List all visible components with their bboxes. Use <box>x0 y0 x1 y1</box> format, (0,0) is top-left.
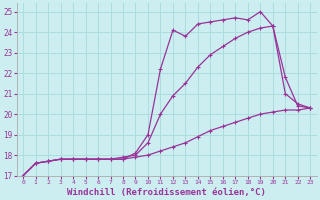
X-axis label: Windchill (Refroidissement éolien,°C): Windchill (Refroidissement éolien,°C) <box>67 188 266 197</box>
